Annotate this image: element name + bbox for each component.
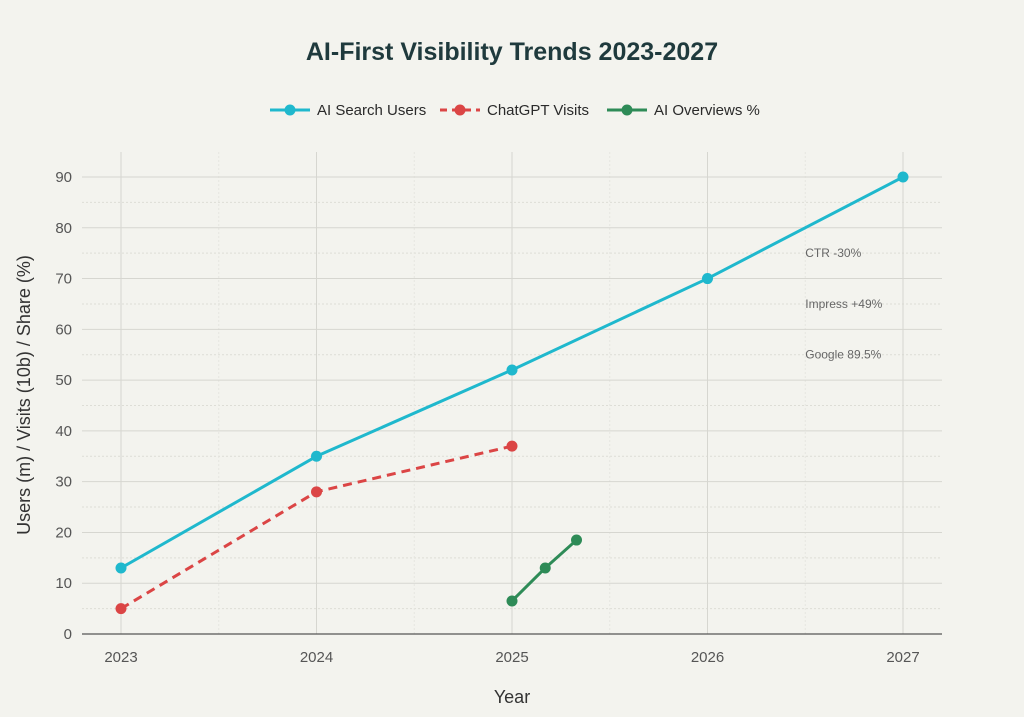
data-point: [506, 595, 518, 607]
data-point: [702, 273, 713, 285]
x-tick-label: 2025: [495, 649, 528, 666]
legend-label: AI Overviews %: [654, 102, 760, 119]
y-tick-label: 70: [55, 271, 72, 288]
annotation: CTR -30%: [805, 246, 861, 260]
y-tick-label: 80: [55, 220, 72, 237]
chart-title: AI-First Visibility Trends 2023-2027: [306, 38, 718, 66]
series-group: [115, 171, 909, 615]
legend-label: AI Search Users: [317, 102, 426, 119]
y-tick-label: 40: [55, 423, 72, 440]
y-axis-label: Users (m) / Visits (10b) / Share (%): [14, 255, 34, 535]
data-point: [311, 486, 322, 498]
data-point: [571, 534, 583, 546]
x-tick-label: 2024: [300, 649, 333, 666]
y-tick-label: 20: [55, 524, 72, 541]
annotations: CTR -30% Impress +49% Google 89.5%: [805, 246, 882, 362]
data-point: [897, 171, 909, 183]
data-point: [506, 364, 518, 376]
x-tick-label: 2023: [104, 649, 137, 666]
y-tick-label: 60: [55, 321, 72, 338]
x-axis-label: Year: [494, 687, 530, 707]
data-point: [311, 450, 322, 462]
annotation: Google 89.5%: [805, 348, 881, 362]
y-tick-label: 10: [55, 575, 72, 592]
data-point: [539, 562, 551, 574]
annotation: Impress +49%: [805, 297, 882, 311]
legend: AI Search Users ChatGPT Visits AI Overview…: [270, 102, 760, 119]
x-tick-label: 2026: [691, 649, 724, 666]
ticks: 0 10 20 30 40 50 60 70 80 90 2023 2024 2025 2026 2027: [55, 169, 919, 666]
y-tick-label: 30: [55, 474, 72, 491]
data-point: [115, 562, 127, 574]
x-tick-label: 2027: [886, 649, 919, 666]
legend-marker: [284, 104, 296, 116]
y-tick-label: 0: [64, 626, 72, 643]
y-tick-label: 50: [55, 372, 72, 389]
data-point: [115, 603, 127, 615]
legend-label: ChatGPT Visits: [487, 102, 589, 119]
grid: [82, 152, 942, 635]
legend-marker: [454, 104, 466, 116]
y-tick-label: 90: [55, 169, 72, 186]
data-point: [506, 440, 518, 452]
legend-marker: [621, 104, 633, 116]
